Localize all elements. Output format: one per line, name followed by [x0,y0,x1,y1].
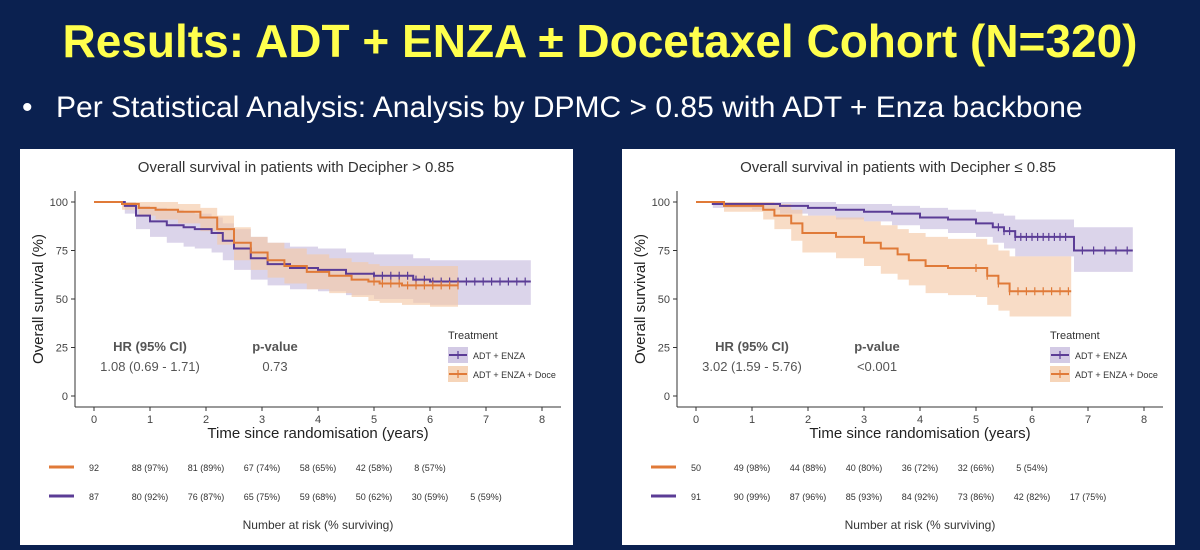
x-tick-label: 7 [1085,414,1091,426]
chart-panel-right: Overall survival in patients with Deciph… [622,149,1175,545]
x-tick-label: 7 [483,414,489,426]
risk-value: 58 (65%) [300,463,337,473]
risk-value: 92 [89,463,99,473]
y-axis-title: Overall survival (%) [30,234,47,364]
hr-label: HR (95% CI) [715,339,789,354]
hr-label: HR (95% CI) [113,339,187,354]
risk-value: 42 (82%) [1014,492,1051,502]
km-chart-right: Overall survival in patients with Deciph… [632,159,1163,532]
risk-value: 42 (58%) [356,463,393,473]
slide-title: Results: ADT + ENZA ± Docetaxel Cohort (… [62,15,1138,67]
legend-label: ADT + ENZA [1075,351,1127,361]
risk-value: 50 (62%) [356,492,393,502]
x-tick-label: 6 [1029,414,1035,426]
x-tick-label: 2 [805,414,811,426]
bullet-icon: • [22,91,33,124]
x-tick-label: 8 [539,414,545,426]
x-axis-title: Time since randomisation (years) [207,425,428,442]
x-tick-label: 0 [91,414,97,426]
risk-value: 50 [691,463,701,473]
risk-value: 17 (75%) [1070,492,1107,502]
bullet-point: • Per Statistical Analysis: Analysis by D… [22,91,1083,125]
hr-value: 1.08 (0.69 - 1.71) [100,359,200,374]
legend-label: ADT + ENZA [473,351,525,361]
y-tick-label: 0 [664,391,670,403]
risk-value: 59 (68%) [300,492,337,502]
p-value: <0.001 [857,359,897,374]
y-tick-label: 0 [62,391,68,403]
risk-value: 80 (92%) [132,492,169,502]
bullet-text: Per Statistical Analysis: Analysis by DP… [56,91,1083,124]
risk-value: 67 (74%) [244,463,281,473]
y-axis-title: Overall survival (%) [632,234,649,364]
risk-value: 85 (93%) [846,492,883,502]
y-tick-label: 25 [56,343,68,355]
survival-line-enza [696,201,1133,252]
risk-value: 40 (80%) [846,463,883,473]
x-tick-label: 8 [1141,414,1147,426]
x-axis-title: Time since randomisation (years) [809,425,1030,442]
risk-value: 32 (66%) [958,463,995,473]
chart-panel-left: Overall survival in patients with Deciph… [20,149,573,545]
x-tick-label: 1 [147,414,153,426]
risk-value: 44 (88%) [790,463,827,473]
x-tick-label: 5 [973,414,979,426]
risk-value: 30 (59%) [412,492,449,502]
risk-table-caption: Number at risk (% surviving) [243,518,394,532]
risk-value: 87 [89,492,99,502]
risk-value: 87 (96%) [790,492,827,502]
x-tick-label: 2 [203,414,209,426]
risk-value: 5 (59%) [470,492,502,502]
x-tick-label: 0 [693,414,699,426]
risk-table-caption: Number at risk (% surviving) [845,518,996,532]
risk-value: 76 (87%) [188,492,225,502]
y-tick-label: 100 [50,197,68,209]
x-tick-label: 3 [861,414,867,426]
chart-title: Overall survival in patients with Deciph… [138,159,454,176]
risk-value: 8 (57%) [414,463,446,473]
legend-title: Treatment [1050,330,1100,342]
ci-band-doce [696,202,1072,317]
legend-label: ADT + ENZA + Doce [1075,370,1158,380]
risk-value: 73 (86%) [958,492,995,502]
risk-value: 49 (98%) [734,463,771,473]
hr-value: 3.02 (1.59 - 5.76) [702,359,802,374]
risk-value: 65 (75%) [244,492,281,502]
y-tick-label: 75 [658,246,670,258]
x-tick-label: 6 [427,414,433,426]
y-tick-label: 50 [56,294,68,306]
x-tick-label: 4 [315,414,321,426]
y-tick-label: 100 [652,197,670,209]
y-tick-label: 25 [658,343,670,355]
legend-title: Treatment [448,330,498,342]
p-value: 0.73 [262,359,287,374]
risk-value: 84 (92%) [902,492,939,502]
survival-line-doce [94,201,458,287]
risk-value: 81 (89%) [188,463,225,473]
p-label: p-value [854,339,900,354]
km-chart-left: Overall survival in patients with Deciph… [30,159,561,532]
x-tick-label: 5 [371,414,377,426]
risk-value: 5 (54%) [1016,463,1048,473]
y-tick-label: 75 [56,246,68,258]
risk-value: 91 [691,492,701,502]
risk-value: 88 (97%) [132,463,169,473]
x-tick-label: 1 [749,414,755,426]
y-tick-label: 50 [658,294,670,306]
x-tick-label: 4 [917,414,923,426]
chart-title: Overall survival in patients with Deciph… [740,159,1056,176]
legend-label: ADT + ENZA + Doce [473,370,556,380]
x-tick-label: 3 [259,414,265,426]
risk-value: 36 (72%) [902,463,939,473]
p-label: p-value [252,339,298,354]
risk-value: 90 (99%) [734,492,771,502]
